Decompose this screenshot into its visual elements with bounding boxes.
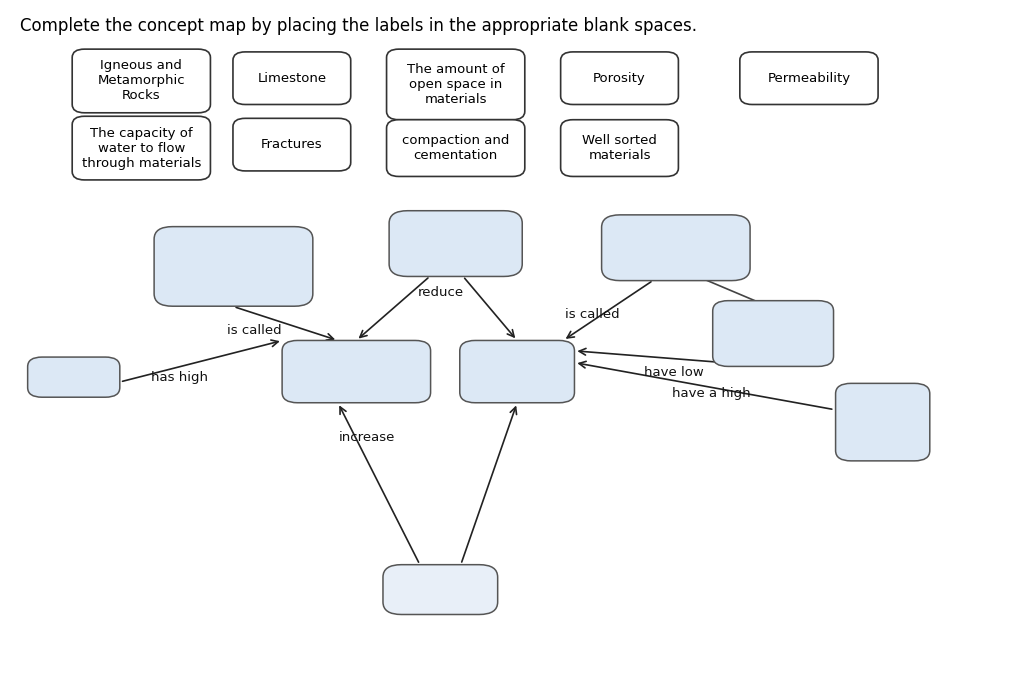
- FancyBboxPatch shape: [232, 52, 350, 104]
- Text: has high: has high: [151, 371, 208, 383]
- Text: reduce: reduce: [417, 286, 464, 298]
- Text: Permeability: Permeability: [767, 72, 851, 84]
- Text: The capacity of
water to flow
through materials: The capacity of water to flow through ma…: [82, 127, 201, 170]
- FancyBboxPatch shape: [72, 49, 211, 113]
- FancyBboxPatch shape: [387, 49, 524, 120]
- Text: Complete the concept map by placing the labels in the appropriate blank spaces.: Complete the concept map by placing the …: [20, 17, 697, 35]
- FancyBboxPatch shape: [389, 210, 522, 276]
- FancyBboxPatch shape: [561, 52, 678, 104]
- Text: have a high: have a high: [673, 387, 751, 399]
- Text: compaction and
cementation: compaction and cementation: [402, 134, 509, 162]
- FancyBboxPatch shape: [739, 52, 879, 104]
- Text: is called: is called: [226, 325, 282, 337]
- FancyBboxPatch shape: [282, 340, 430, 403]
- Text: Fractures: Fractures: [261, 138, 323, 151]
- FancyBboxPatch shape: [387, 120, 524, 176]
- FancyBboxPatch shape: [561, 120, 678, 176]
- FancyBboxPatch shape: [28, 357, 120, 397]
- FancyBboxPatch shape: [155, 227, 313, 306]
- FancyBboxPatch shape: [72, 116, 211, 180]
- FancyBboxPatch shape: [383, 565, 498, 614]
- Text: Well sorted
materials: Well sorted materials: [582, 134, 657, 162]
- Text: The amount of
open space in
materials: The amount of open space in materials: [407, 63, 505, 106]
- Text: is called: is called: [564, 308, 620, 320]
- Text: Limestone: Limestone: [257, 72, 327, 84]
- FancyBboxPatch shape: [602, 215, 750, 281]
- Text: have low: have low: [644, 366, 703, 379]
- Text: Porosity: Porosity: [593, 72, 646, 84]
- FancyBboxPatch shape: [460, 340, 574, 403]
- Text: Igneous and
Metamorphic
Rocks: Igneous and Metamorphic Rocks: [97, 60, 185, 102]
- FancyBboxPatch shape: [232, 118, 350, 171]
- FancyBboxPatch shape: [713, 300, 834, 367]
- FancyBboxPatch shape: [836, 383, 930, 461]
- Text: increase: increase: [338, 431, 395, 444]
